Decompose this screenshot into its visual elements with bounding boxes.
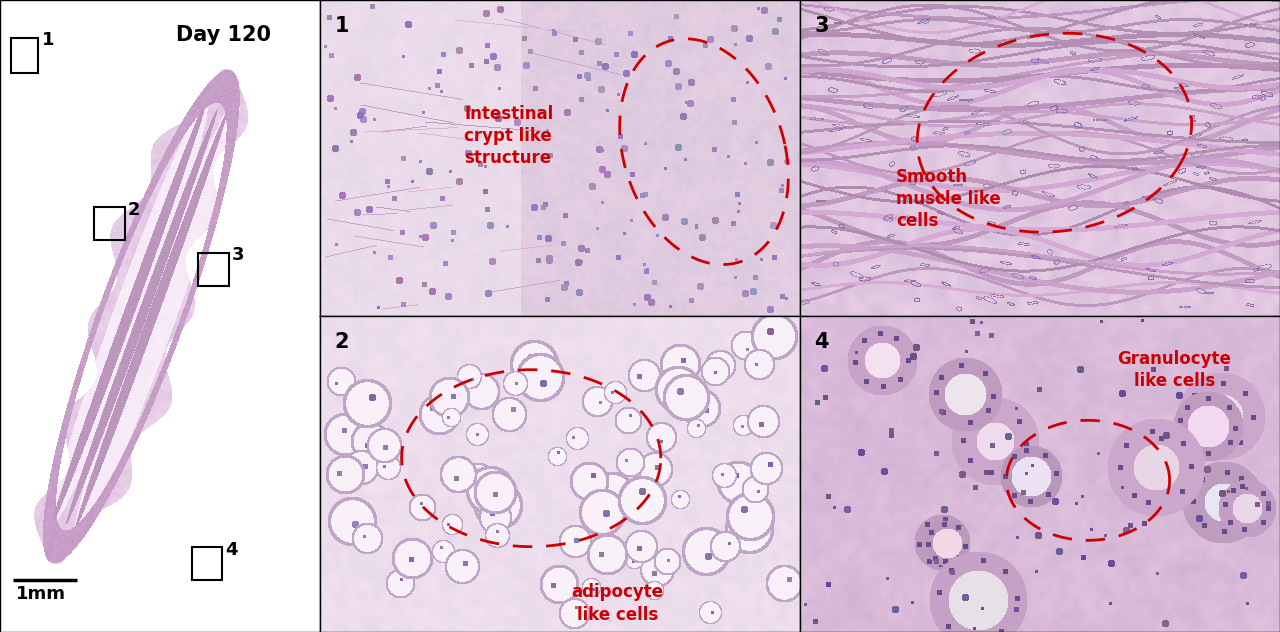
Text: 4: 4 — [225, 541, 238, 559]
Text: 2: 2 — [128, 201, 141, 219]
Text: 4: 4 — [814, 332, 829, 352]
Text: Day 120: Day 120 — [177, 25, 271, 45]
Text: Intestinal
crypt like
structure: Intestinal crypt like structure — [465, 105, 553, 167]
Text: 1: 1 — [334, 16, 349, 36]
Text: 2: 2 — [334, 332, 349, 352]
Text: 1mm: 1mm — [15, 585, 67, 603]
Text: 1: 1 — [41, 31, 54, 49]
Text: 3: 3 — [814, 16, 829, 36]
Text: Smooth
muscle like
cells: Smooth muscle like cells — [896, 168, 1001, 230]
Text: Granulocyte
like cells: Granulocyte like cells — [1117, 349, 1231, 390]
Text: adipocyte
like cells: adipocyte like cells — [572, 583, 663, 624]
Text: 3: 3 — [232, 246, 244, 264]
